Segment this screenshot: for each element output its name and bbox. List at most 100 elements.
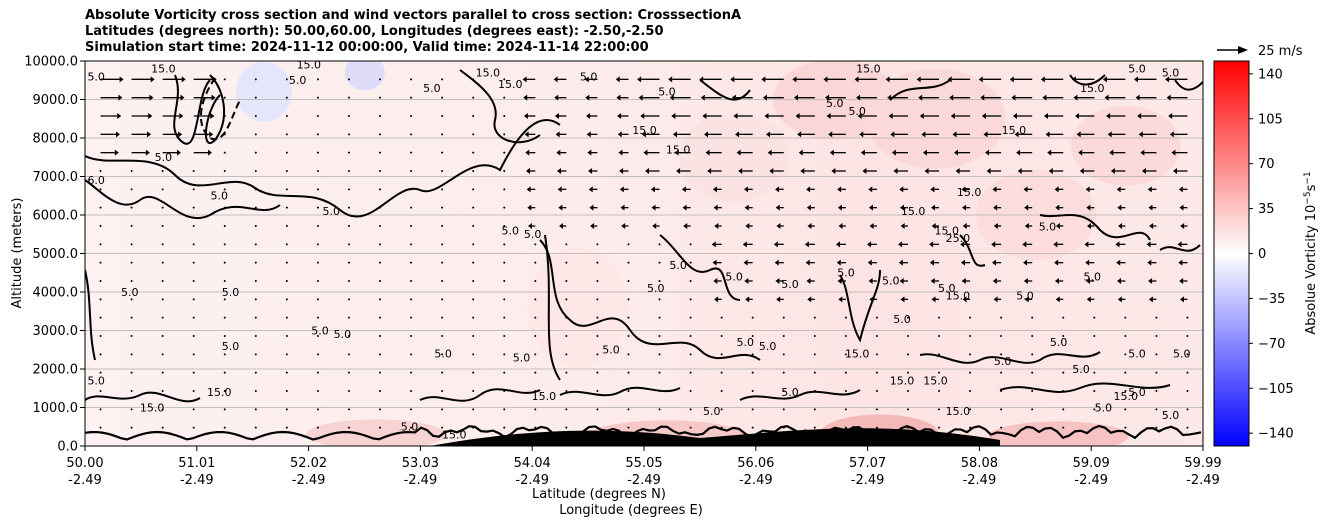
contour-label: 5.0	[334, 328, 352, 341]
wind-vector	[596, 261, 599, 264]
wind-vector-head	[831, 168, 836, 174]
wind-vector-head	[1054, 259, 1059, 266]
wind-vector-head	[554, 94, 559, 101]
wind-vector	[223, 115, 226, 117]
wind-vector-head	[1110, 168, 1115, 174]
wind-vector-head	[713, 278, 718, 284]
wind-vector	[1124, 426, 1127, 429]
wind-vector	[316, 371, 319, 374]
wind-vector-head	[526, 186, 531, 193]
wind-vector	[844, 426, 847, 429]
wind-vector-head	[961, 278, 966, 284]
wind-vector	[472, 78, 475, 81]
wind-vector	[254, 261, 257, 264]
wind-vector	[161, 298, 164, 301]
contour-label: 6.0	[87, 174, 105, 187]
wind-vector-head	[962, 223, 967, 229]
wind-vector-head	[212, 76, 217, 83]
wind-vector-head	[1116, 259, 1121, 266]
wind-vector-head	[1076, 131, 1081, 138]
y-tick-label: 9000.0	[33, 93, 79, 108]
wind-vector-head	[589, 204, 594, 211]
wind-vector	[316, 78, 319, 81]
wind-vector	[347, 280, 350, 282]
contour-label: 5.0	[1128, 347, 1146, 360]
wind-vector	[472, 96, 475, 99]
wind-vector-head	[1177, 241, 1182, 248]
wind-vector-head	[947, 76, 952, 83]
wind-vector	[627, 408, 630, 411]
wind-vector-head	[618, 149, 623, 156]
wind-vector-head	[1075, 113, 1080, 119]
wind-vector-head	[119, 76, 124, 83]
quiver-key-arrowhead-icon	[1238, 46, 1248, 54]
wind-vector-head	[1085, 278, 1090, 284]
wind-vector-head	[1022, 241, 1027, 248]
wind-vector	[1031, 426, 1034, 429]
wind-vector	[1155, 426, 1158, 429]
wind-vector-head	[919, 113, 924, 119]
wind-vector-head	[1165, 76, 1170, 83]
contour-label: 5.0	[602, 344, 620, 357]
wind-vector	[472, 206, 475, 209]
wind-vector	[658, 316, 661, 319]
contour-line	[1174, 79, 1203, 91]
wind-vector-head	[762, 94, 767, 101]
wind-vector	[192, 316, 195, 319]
wind-vector	[254, 335, 257, 337]
wind-vector-head	[890, 131, 895, 138]
wind-vector	[410, 390, 413, 392]
wind-vector	[379, 170, 382, 172]
wind-vector	[441, 151, 444, 154]
colorbar-tick-label: −105	[1258, 382, 1294, 397]
contour-label: 5.0	[703, 405, 721, 418]
wind-vector	[379, 371, 382, 374]
wind-vector-head	[744, 278, 749, 284]
wind-vector	[379, 96, 382, 99]
x-tick-label-lat: 59.99	[1184, 456, 1221, 471]
wind-vector	[130, 225, 133, 227]
contour-label: 15.0	[207, 386, 232, 399]
contour-label: 25.0	[946, 232, 971, 245]
wind-vector-head	[1148, 296, 1153, 303]
wind-vector-head	[1014, 131, 1019, 138]
wind-vector-head	[826, 113, 831, 119]
wind-vector	[254, 408, 257, 411]
wind-vector	[1000, 316, 1003, 319]
wind-vector	[969, 316, 972, 319]
wind-vector-head	[176, 149, 181, 156]
wind-vector	[130, 426, 133, 429]
wind-vector	[410, 426, 413, 429]
contour-label: 5.0	[502, 224, 520, 237]
wind-vector-head	[930, 186, 935, 193]
wind-vector-head	[705, 149, 710, 156]
wind-vector-head	[900, 223, 905, 229]
x-tick-label-lat: 50.00	[66, 456, 103, 471]
contour-label: 15.0	[1114, 390, 1139, 403]
wind-vector	[441, 280, 444, 282]
wind-vector-head	[712, 186, 717, 193]
y-tick-label: 6000.0	[33, 209, 79, 224]
y-tick-label: 7000.0	[33, 170, 79, 185]
contour-label: 5.0	[1128, 63, 1146, 76]
wind-vector	[254, 353, 257, 356]
wind-vector	[161, 188, 164, 191]
wind-vector-head	[1172, 168, 1177, 174]
wind-vector-head	[931, 204, 936, 211]
wind-vector-head	[1148, 204, 1153, 211]
wind-vector-head	[869, 223, 874, 229]
wind-vector-head	[888, 113, 893, 119]
wind-vector	[410, 316, 413, 319]
wind-vector-head	[147, 131, 152, 138]
contour-label: 15.0	[442, 428, 467, 441]
wind-vector	[689, 390, 692, 392]
wind-vector-head	[703, 131, 708, 138]
wind-vector	[1186, 426, 1189, 429]
wind-vector	[223, 133, 226, 136]
colorbar	[1213, 60, 1250, 447]
wind-vector-head	[1040, 76, 1045, 83]
wind-vector-head	[922, 149, 927, 156]
wind-vector-head	[556, 149, 561, 156]
wind-vector	[285, 426, 288, 429]
